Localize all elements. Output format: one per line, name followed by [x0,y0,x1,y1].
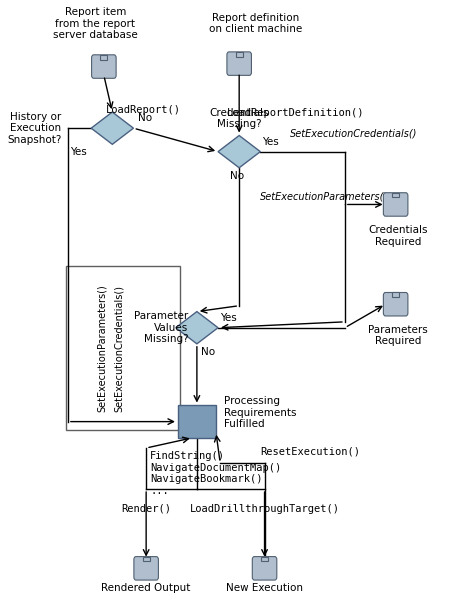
FancyBboxPatch shape [133,557,158,580]
Text: Rendered Output: Rendered Output [101,583,190,593]
Polygon shape [217,135,260,168]
FancyBboxPatch shape [261,557,267,561]
FancyBboxPatch shape [391,193,398,197]
Text: Processing
Requirements
Fulfilled: Processing Requirements Fulfilled [224,396,296,429]
Text: SetExecutionCredentials(): SetExecutionCredentials() [113,285,124,412]
FancyBboxPatch shape [92,55,116,78]
Text: ResetExecution(): ResetExecution() [260,447,359,457]
Text: Yes: Yes [262,137,279,147]
FancyBboxPatch shape [143,557,149,561]
Text: SetExecutionParameters(): SetExecutionParameters() [97,284,106,412]
Text: Parameter
Values
Missing?: Parameter Values Missing? [134,311,188,344]
Text: FindString()
NavigateDocumentMap()
NavigateBookmark()
...: FindString() NavigateDocumentMap() Navig… [150,451,281,496]
Text: Credentials
Required: Credentials Required [367,225,427,247]
FancyBboxPatch shape [226,52,251,75]
Text: Credentials
Missing?: Credentials Missing? [209,108,268,129]
Text: Report item
from the report
server database: Report item from the report server datab… [53,7,138,40]
Polygon shape [91,112,133,144]
Text: LoadDrillthroughTarget(): LoadDrillthroughTarget() [189,504,339,514]
Text: No: No [138,113,152,123]
FancyBboxPatch shape [382,293,407,316]
FancyBboxPatch shape [235,52,242,57]
Text: LoadReport(): LoadReport() [106,105,180,115]
FancyBboxPatch shape [252,557,276,580]
Text: Parameters
Required: Parameters Required [367,324,427,346]
FancyBboxPatch shape [382,193,407,216]
FancyBboxPatch shape [100,55,107,60]
Text: No: No [201,347,215,357]
Text: SetExecutionParameters(): SetExecutionParameters() [260,191,387,202]
FancyBboxPatch shape [391,293,398,297]
Text: SetExecutionCredentials(): SetExecutionCredentials() [289,129,416,138]
Text: Yes: Yes [220,313,236,323]
Text: Render(): Render() [121,504,171,514]
Text: New Execution: New Execution [226,583,302,593]
Text: No: No [230,171,244,181]
Text: LoadReportDefinition(): LoadReportDefinition() [226,108,363,117]
Text: History or
Execution
Snapshot?: History or Execution Snapshot? [7,111,61,144]
Polygon shape [175,312,217,344]
FancyBboxPatch shape [177,406,216,438]
Text: Report definition
on client machine: Report definition on client machine [209,13,302,34]
Text: Yes: Yes [70,147,87,157]
